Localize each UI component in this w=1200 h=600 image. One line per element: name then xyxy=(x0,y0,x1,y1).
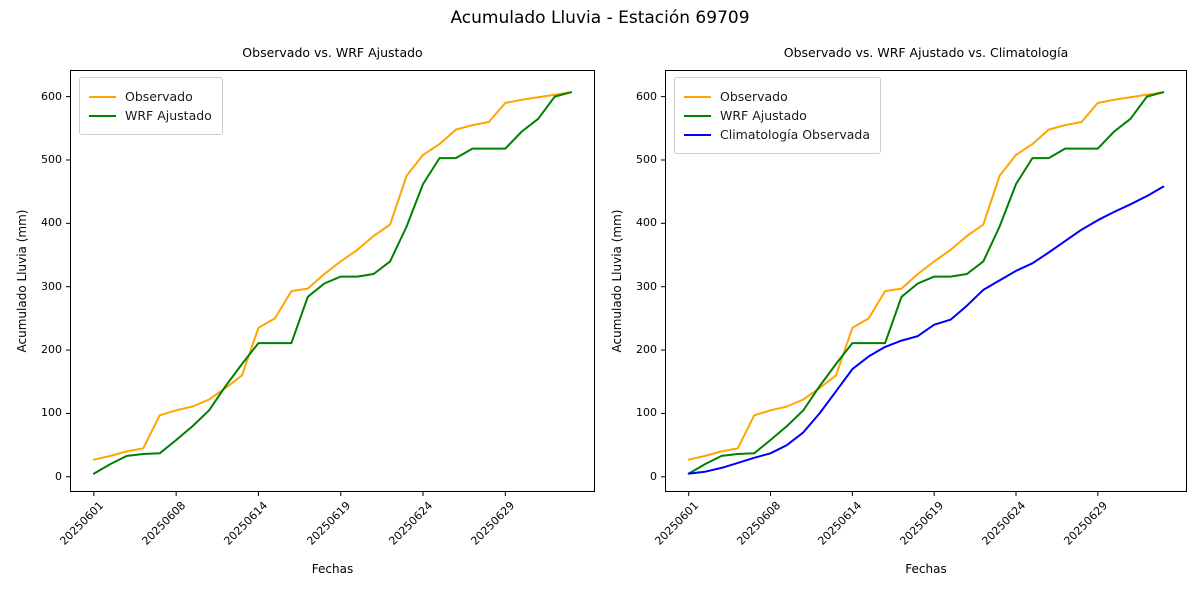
legend-line-swatch xyxy=(89,95,116,98)
legend-entry: Observado xyxy=(684,89,870,104)
left-chart-title: Observado vs. WRF Ajustado xyxy=(242,45,423,60)
series-line-climatolog-a-observada xyxy=(687,185,1165,475)
legend-line-swatch xyxy=(89,114,116,117)
x-tick-label: 20250608 xyxy=(139,499,189,548)
legend-label: Observado xyxy=(720,89,788,104)
x-tick-label: 20250619 xyxy=(897,499,947,548)
axes-box xyxy=(70,70,595,492)
x-tick-label: 20250629 xyxy=(468,499,518,548)
x-tick-label: 20250614 xyxy=(815,499,865,548)
y-tick-label: 300 xyxy=(41,279,62,293)
legend-label: Climatología Observada xyxy=(720,127,870,142)
x-tick-label: 20250619 xyxy=(304,499,353,548)
left-x-axis-label: Fechas xyxy=(311,562,354,576)
legend-line-swatch xyxy=(684,114,711,117)
y-tick-label: 600 xyxy=(636,89,657,103)
x-tick-label: 20250601 xyxy=(652,499,701,548)
chart-svg-1 xyxy=(661,70,1187,496)
x-tick-label: 20250608 xyxy=(733,499,783,548)
x-tick-label: 20250624 xyxy=(386,499,436,548)
figure-suptitle: Acumulado Lluvia - Estación 69709 xyxy=(450,8,750,28)
legend-entry: Observado xyxy=(89,89,212,104)
y-tick-label: 0 xyxy=(55,469,62,483)
y-tick-label: 200 xyxy=(41,343,62,357)
axes-box xyxy=(665,70,1187,492)
legend: Observado WRF Ajustado Climatología Observ… xyxy=(674,77,881,154)
y-tick-label: 400 xyxy=(41,216,62,230)
legend-label: WRF Ajustado xyxy=(720,108,807,123)
y-tick-label: 500 xyxy=(41,152,62,166)
series-line-observado xyxy=(92,91,573,461)
legend-label: WRF Ajustado xyxy=(125,108,212,123)
legend-line-swatch xyxy=(684,133,711,136)
right-x-axis-label: Fechas xyxy=(905,562,947,576)
legend-entry: Climatología Observada xyxy=(684,127,870,142)
y-tick-label: 100 xyxy=(41,406,62,420)
left-chart-plot-area: 20250601 20250608 20250614 20250619 20250624… xyxy=(41,70,595,548)
y-tick-label: 300 xyxy=(636,279,657,293)
y-tick-label: 100 xyxy=(636,406,657,420)
chart-svg-0 xyxy=(66,70,595,496)
legend: Observado WRF Ajustado xyxy=(79,77,223,135)
y-tick-label: 400 xyxy=(636,216,657,230)
right-chart-title: Observado vs. WRF Ajustado vs. Climatolo… xyxy=(783,45,1069,60)
x-tick-label: 20250624 xyxy=(979,499,1029,548)
series-line-observado xyxy=(687,91,1165,461)
y-tick-label: 200 xyxy=(636,343,657,357)
x-tick-label: 20250629 xyxy=(1061,499,1111,548)
series-line-wrf-ajustado xyxy=(92,91,573,475)
x-tick-label: 20250601 xyxy=(57,499,107,548)
legend-label: Observado xyxy=(125,89,193,104)
legend-line-swatch xyxy=(684,95,711,98)
series-line-wrf-ajustado xyxy=(687,91,1165,475)
legend-entry: WRF Ajustado xyxy=(684,108,870,123)
x-tick-label: 20250614 xyxy=(221,499,271,548)
right-chart-plot-area: 20250601 20250608 20250614 20250619 20250624… xyxy=(636,70,1187,548)
y-tick-label: 500 xyxy=(636,152,657,166)
legend-entry: WRF Ajustado xyxy=(89,108,212,123)
y-tick-label: 600 xyxy=(41,89,62,103)
y-tick-label: 0 xyxy=(650,469,657,483)
